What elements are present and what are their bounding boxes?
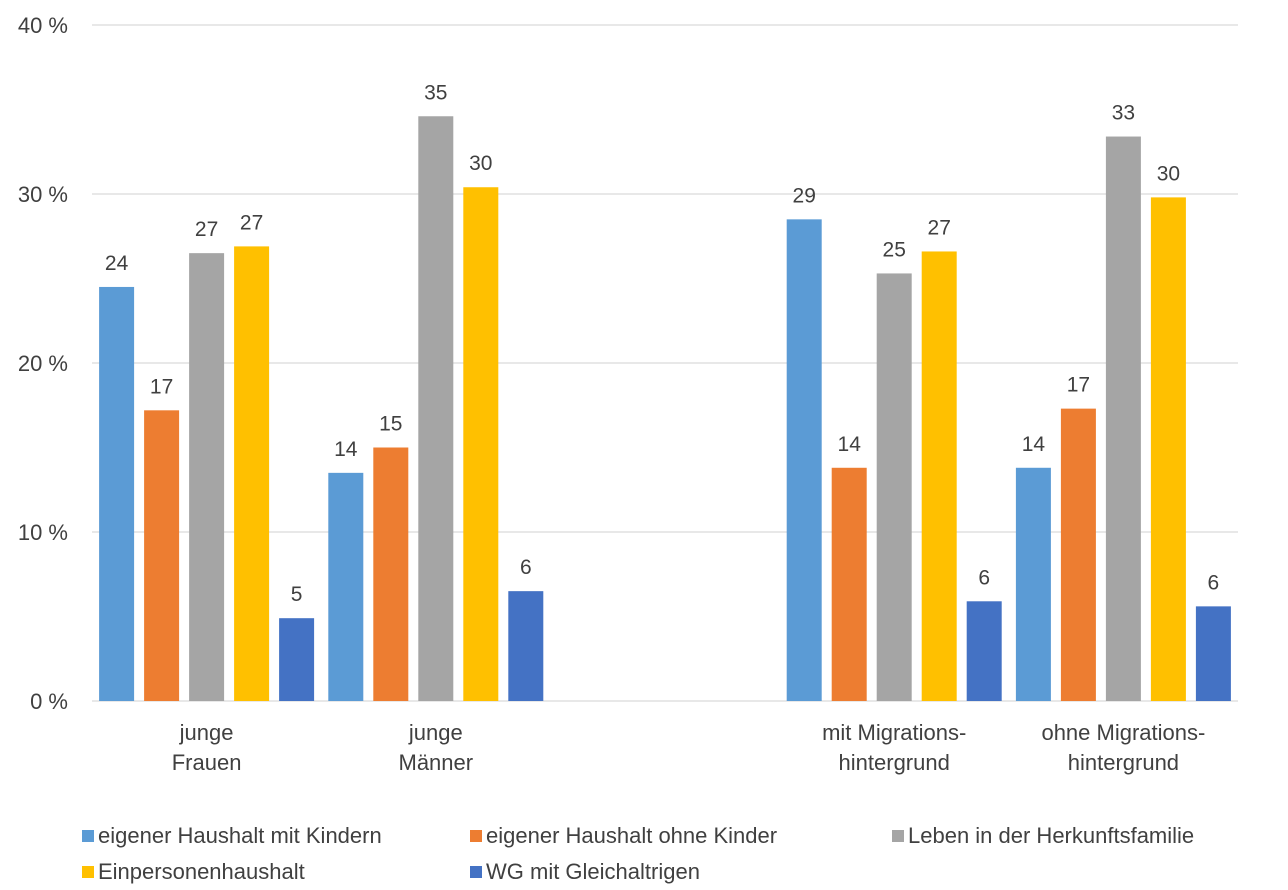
data-label: 17 bbox=[150, 375, 173, 398]
data-labels: 24 17 27 27 5 14 15 35 30 6 29 14 25 27 6 14 17 33 30 6 bbox=[105, 81, 1219, 606]
bar bbox=[373, 447, 409, 701]
legend-swatch bbox=[470, 866, 482, 878]
legend-swatch bbox=[82, 830, 94, 842]
category-labels: junge Frauen junge Männer mit Migrations-hin… bbox=[172, 720, 1206, 775]
legend-row: Einpersonenhaushalt WG mit Gleichaltrige… bbox=[82, 854, 1282, 890]
data-label: 6 bbox=[978, 566, 990, 589]
bar bbox=[418, 116, 454, 701]
bar bbox=[1105, 136, 1141, 702]
bar bbox=[508, 591, 544, 701]
category-label: hintergrund bbox=[839, 750, 950, 775]
legend-label: WG mit Gleichaltrigen bbox=[486, 859, 700, 884]
legend-swatch bbox=[82, 866, 94, 878]
legend-item-herkunftsfamilie: Leben in der Herkunftsfamilie bbox=[892, 823, 1194, 849]
legend-row: eigener Haushalt mit Kindern eigener Hau… bbox=[82, 818, 1282, 854]
category-label: junge bbox=[179, 720, 234, 745]
bar bbox=[966, 601, 1002, 701]
legend-item-haushalt-mit-kindern: eigener Haushalt mit Kindern bbox=[82, 823, 470, 849]
data-label: 30 bbox=[1157, 162, 1180, 185]
bar bbox=[1150, 197, 1186, 701]
legend: eigener Haushalt mit Kindern eigener Hau… bbox=[82, 818, 1282, 890]
data-label: 27 bbox=[240, 211, 263, 234]
data-label: 14 bbox=[1022, 433, 1046, 456]
legend-label: eigener Haushalt mit Kindern bbox=[98, 823, 382, 848]
bar bbox=[1060, 408, 1096, 701]
bar bbox=[831, 467, 867, 701]
data-label: 27 bbox=[928, 216, 951, 239]
bars bbox=[99, 116, 1231, 702]
data-label: 25 bbox=[883, 238, 906, 261]
y-tick-label: 20 % bbox=[18, 351, 68, 376]
legend-swatch bbox=[892, 830, 904, 842]
bar bbox=[1195, 606, 1231, 701]
bar-chart: 0 % 10 % 20 % 30 % 40 % 24 17 27 27 5 14 15 35 30 6 29… bbox=[18, 13, 1238, 775]
data-label: 33 bbox=[1112, 102, 1135, 125]
category-label: mit Migrations- bbox=[822, 720, 966, 745]
bar bbox=[463, 187, 499, 702]
bar bbox=[921, 251, 957, 701]
category-label: hintergrund bbox=[1068, 750, 1179, 775]
data-label: 35 bbox=[424, 81, 447, 104]
data-label: 15 bbox=[379, 413, 402, 436]
data-label: 6 bbox=[520, 556, 532, 579]
category-label: ohne Migrations- bbox=[1041, 720, 1205, 745]
legend-item-haushalt-ohne-kinder: eigener Haushalt ohne Kinder bbox=[470, 823, 892, 849]
legend-item-wg: WG mit Gleichaltrigen bbox=[470, 859, 892, 885]
data-label: 6 bbox=[1208, 571, 1220, 594]
y-axis-ticks: 0 % 10 % 20 % 30 % 40 % bbox=[18, 13, 68, 714]
data-label: 14 bbox=[334, 438, 358, 461]
bar bbox=[876, 273, 912, 701]
legend-label: Leben in der Herkunftsfamilie bbox=[908, 823, 1195, 848]
legend-label: eigener Haushalt ohne Kinder bbox=[486, 823, 778, 848]
bar bbox=[234, 246, 270, 701]
y-tick-label: 10 % bbox=[18, 520, 68, 545]
data-label: 29 bbox=[793, 184, 816, 207]
bar bbox=[279, 618, 315, 701]
legend-label: Einpersonenhaushalt bbox=[98, 859, 305, 884]
bar bbox=[786, 219, 822, 701]
legend-item-einpersonenhaushalt: Einpersonenhaushalt bbox=[82, 859, 470, 885]
data-label: 5 bbox=[291, 583, 303, 606]
category-label: Männer bbox=[399, 750, 474, 775]
legend-swatch bbox=[470, 830, 482, 842]
y-tick-label: 0 % bbox=[30, 689, 68, 714]
data-label: 17 bbox=[1067, 374, 1090, 397]
data-label: 14 bbox=[838, 433, 862, 456]
data-label: 30 bbox=[469, 152, 492, 175]
data-label: 27 bbox=[195, 218, 218, 241]
bar bbox=[144, 410, 180, 701]
category-label: Frauen bbox=[172, 750, 242, 775]
category-label: junge bbox=[408, 720, 463, 745]
bar bbox=[328, 472, 364, 701]
data-label: 24 bbox=[105, 252, 129, 275]
y-tick-label: 40 % bbox=[18, 13, 68, 38]
bar bbox=[1015, 467, 1051, 701]
y-tick-label: 30 % bbox=[18, 182, 68, 207]
bar bbox=[99, 286, 135, 701]
bar bbox=[189, 253, 225, 701]
